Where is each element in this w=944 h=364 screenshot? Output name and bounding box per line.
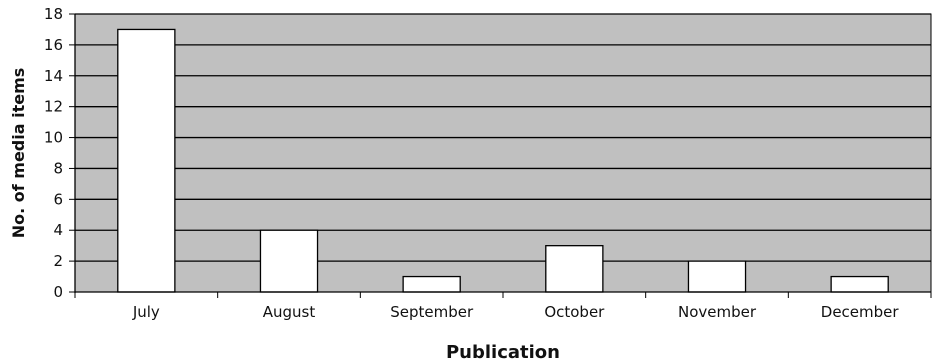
y-tick-label: 14	[44, 67, 63, 85]
x-tick-label: November	[678, 303, 757, 321]
bar	[687, 260, 747, 293]
x-tick-label: October	[544, 303, 605, 321]
x-tick-label: July	[132, 303, 160, 321]
x-axis: July August September October November Decemb…	[74, 291, 932, 321]
plot-background	[74, 13, 932, 293]
y-tick-label: 4	[53, 221, 63, 239]
y-tick-label: 16	[44, 36, 63, 54]
y-tick-label: 0	[53, 283, 63, 301]
bar	[830, 275, 889, 293]
gridlines	[75, 13, 931, 262]
x-tick-label: December	[821, 303, 900, 321]
y-tick-label: 6	[53, 190, 63, 208]
bar	[545, 245, 604, 293]
y-tick-label: 10	[44, 129, 63, 147]
y-tick-label: 12	[44, 98, 63, 116]
x-tick-label: August	[263, 303, 316, 321]
bars	[117, 28, 889, 293]
bar	[259, 229, 319, 293]
x-tick-label: September	[390, 303, 474, 321]
bar	[117, 28, 176, 293]
y-tick-label: 2	[53, 252, 63, 270]
y-tick-label: 8	[53, 159, 63, 177]
y-axis: 0 2 4 6 8 10 12 14 16 18	[44, 5, 76, 301]
bar	[402, 275, 461, 293]
y-axis-title: No. of media items	[9, 68, 28, 239]
x-axis-title: Publication	[446, 342, 560, 363]
y-tick-label: 18	[44, 5, 63, 23]
